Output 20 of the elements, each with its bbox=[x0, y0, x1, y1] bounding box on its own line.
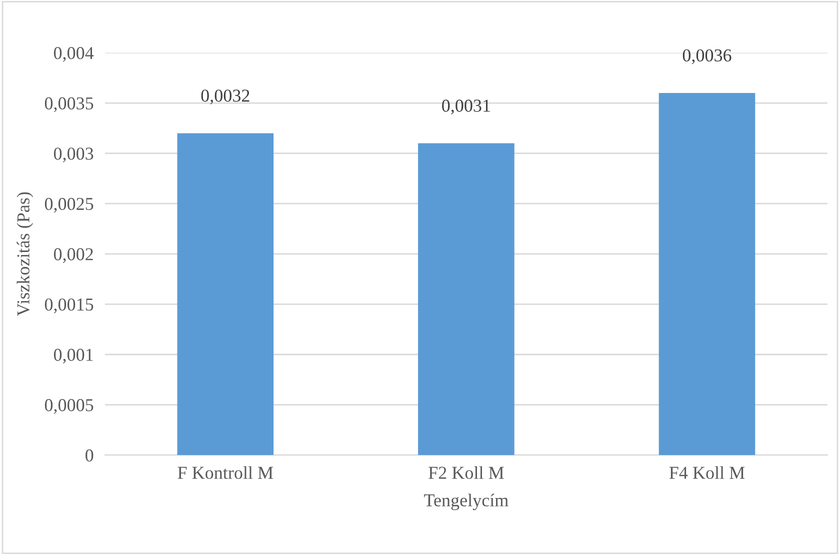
y-tick-label: 0,0015 bbox=[44, 298, 94, 314]
y-axis-title: Viszkozitás (Pas) bbox=[16, 192, 34, 316]
y-tick-label: 0,001 bbox=[54, 348, 93, 364]
data-label: 0,0032 bbox=[201, 90, 250, 104]
bar bbox=[658, 92, 756, 456]
x-tick-label: F2 Koll M bbox=[428, 466, 504, 479]
y-tick-label: 0,0025 bbox=[44, 198, 94, 213]
data-label: 0,0036 bbox=[682, 49, 732, 64]
x-axis-title: Tengelycím bbox=[424, 494, 508, 510]
x-tick-label: F Kontroll M bbox=[178, 466, 274, 479]
x-tick-label: F4 Koll M bbox=[669, 466, 745, 479]
bar bbox=[418, 143, 514, 456]
y-tick-label: 0,004 bbox=[54, 46, 94, 62]
y-tick-label: 0,0035 bbox=[44, 97, 94, 112]
y-tick-label: 0,0005 bbox=[44, 399, 94, 414]
y-tick-label: 0 bbox=[86, 449, 94, 462]
y-tick-label: 0,003 bbox=[54, 148, 94, 162]
data-label: 0,0031 bbox=[442, 100, 490, 114]
y-tick-label: 0,002 bbox=[54, 248, 93, 263]
bar bbox=[177, 133, 274, 456]
